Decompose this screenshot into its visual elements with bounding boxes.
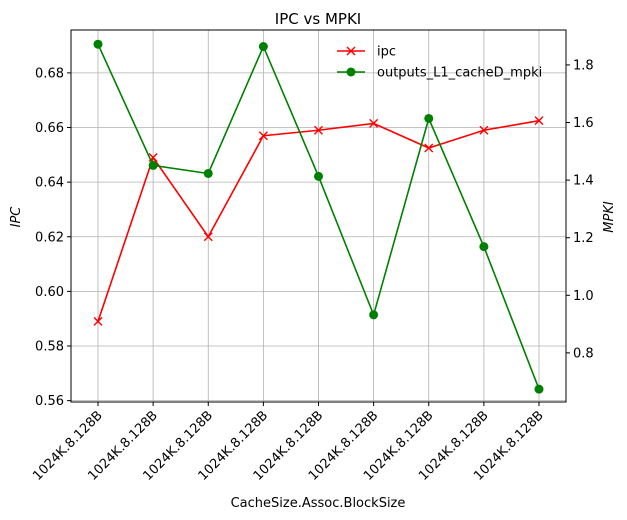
grid xyxy=(71,30,566,402)
right-y-tick-label: 1.2 xyxy=(573,231,594,246)
series-layer xyxy=(93,39,544,394)
left-y-tick-label: 0.62 xyxy=(35,230,64,245)
right-y-tick-label: 1.8 xyxy=(573,58,594,73)
data-point xyxy=(424,113,434,123)
left-y-tick-label: 0.68 xyxy=(35,66,64,81)
right-axis-label: MPKI xyxy=(602,201,617,233)
left-y-tick-label: 0.56 xyxy=(35,394,64,409)
x-axis: 1024K.8.128B1024K.8.128B1024K.8.128B1024… xyxy=(30,402,547,484)
left-y-tick-label: 0.58 xyxy=(35,340,64,355)
left-axis-label: IPC xyxy=(9,206,24,228)
left-axis: 0.56 0.58 0.60 0.62 0.64 0.66 0.68 xyxy=(35,66,71,409)
data-point xyxy=(534,116,544,126)
data-point xyxy=(314,171,323,181)
series-outputs_L1_cacheD_mpki xyxy=(93,39,544,394)
data-point xyxy=(534,384,544,394)
data-point xyxy=(203,168,213,178)
data-point xyxy=(258,131,268,141)
legend-entry: ipc xyxy=(337,45,396,60)
x-axis-label: CacheSize.Assoc.BlockSize xyxy=(231,496,406,511)
right-y-tick-label: 0.8 xyxy=(573,346,594,361)
right-axis: 0.8 1.0 1.2 1.4 1.6 1.8 xyxy=(566,58,594,361)
data-point xyxy=(148,160,158,170)
chart-title: IPC vs MPKI xyxy=(275,10,361,28)
data-point xyxy=(258,41,268,51)
left-y-tick-label: 0.64 xyxy=(35,176,64,191)
right-y-tick-label: 1.6 xyxy=(573,116,594,131)
data-point xyxy=(479,242,489,252)
data-point xyxy=(93,316,103,326)
series-ipc xyxy=(93,116,544,326)
legend-label: ipc xyxy=(377,45,396,60)
data-point xyxy=(369,310,379,320)
data-point xyxy=(424,143,434,153)
legend-marker xyxy=(346,67,356,77)
legend-entry: outputs_L1_cacheD_mpki xyxy=(337,66,542,81)
left-y-tick-label: 0.60 xyxy=(35,285,64,300)
right-y-tick-label: 1.0 xyxy=(573,289,594,304)
left-y-tick-label: 0.66 xyxy=(35,121,64,136)
data-point xyxy=(479,125,489,135)
data-point xyxy=(93,39,103,49)
legend-label: outputs_L1_cacheD_mpki xyxy=(377,66,542,81)
right-y-tick-label: 1.4 xyxy=(573,174,594,189)
legend-marker xyxy=(346,46,356,56)
data-point xyxy=(369,118,379,128)
data-point xyxy=(314,125,323,135)
data-point xyxy=(203,232,213,242)
legend: ipc outputs_L1_cacheD_mpki xyxy=(337,45,542,81)
